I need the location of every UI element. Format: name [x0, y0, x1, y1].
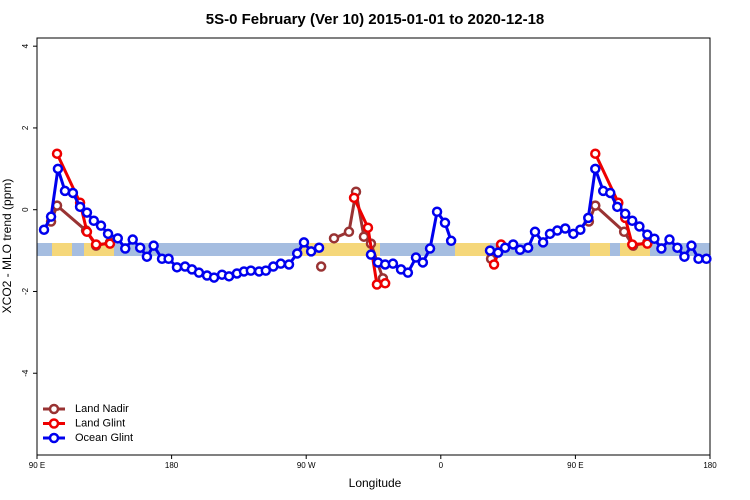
data-point — [343, 226, 355, 238]
data-point — [81, 207, 93, 218]
data-point — [148, 240, 159, 251]
data-point — [328, 233, 340, 244]
data-point — [141, 251, 153, 262]
legend-label: Land Glint — [75, 417, 125, 429]
data-point — [410, 252, 422, 263]
data-point — [559, 223, 571, 234]
x-tick-label: 90 E — [567, 461, 583, 470]
plot-frame — [36, 37, 711, 456]
data-point — [260, 265, 272, 276]
data-point — [371, 279, 383, 290]
data-point — [672, 242, 683, 253]
data-point — [686, 240, 697, 251]
data-point — [245, 265, 257, 276]
data-point — [417, 257, 429, 268]
y-axis-label: XCO2 - MLO trend (ppm) — [0, 179, 14, 314]
legend-label: Ocean Glint — [75, 432, 133, 444]
data-point — [81, 226, 93, 238]
data-point — [171, 262, 183, 273]
data-point — [313, 242, 325, 253]
data-point — [134, 242, 146, 253]
data-point — [492, 247, 504, 258]
legend-marker — [48, 418, 60, 429]
data-point — [305, 246, 317, 257]
data-point — [348, 192, 360, 204]
data-point — [67, 187, 79, 199]
data-point — [51, 148, 63, 159]
data-point — [507, 239, 519, 250]
data-point — [38, 224, 50, 235]
x-tick-label: 180 — [703, 461, 717, 470]
x-tick-label: 0 — [439, 461, 444, 470]
data-point — [74, 201, 86, 213]
legend-label: Land Nadir — [75, 403, 129, 415]
data-point — [379, 278, 391, 289]
data-point — [604, 187, 616, 199]
data-point — [402, 267, 414, 278]
data-point — [102, 228, 114, 240]
data-point — [431, 206, 443, 217]
data-point — [52, 163, 64, 175]
data-point — [537, 237, 549, 248]
data-point — [701, 253, 712, 265]
data-point — [583, 212, 594, 224]
x-tick-label: 90 W — [297, 461, 316, 470]
data-point — [275, 258, 287, 269]
data-point — [590, 148, 601, 159]
data-point — [439, 217, 451, 229]
data-point — [488, 259, 500, 270]
data-point — [424, 243, 436, 254]
data-point — [649, 233, 660, 244]
data-point — [387, 258, 399, 269]
data-point — [612, 201, 623, 213]
legend-marker — [48, 432, 60, 444]
data-point — [193, 267, 205, 278]
data-point — [95, 220, 107, 231]
data-point — [499, 242, 511, 253]
data-point — [619, 208, 631, 220]
y-tick-label: 2 — [21, 125, 30, 130]
data-point — [283, 259, 295, 270]
data-point — [626, 215, 638, 226]
data-point — [291, 248, 303, 259]
y-tick-label: -2 — [21, 287, 30, 295]
data-point — [90, 239, 102, 250]
data-point — [362, 222, 374, 233]
data-point — [45, 211, 57, 222]
legend-marker — [48, 403, 60, 415]
y-tick-label: 0 — [21, 207, 30, 212]
data-point — [679, 251, 690, 262]
data-point — [590, 163, 601, 175]
data-point — [575, 224, 586, 235]
data-point — [104, 238, 116, 249]
y-tick-label: -4 — [21, 369, 30, 377]
data-point — [88, 215, 100, 226]
data-point — [119, 243, 131, 254]
data-point — [656, 243, 667, 254]
data-point — [365, 249, 377, 260]
data-point — [634, 221, 645, 232]
data-point — [163, 253, 174, 265]
y-tick-label: 4 — [21, 43, 30, 48]
chart-title: 5S-0 February (Ver 10) 2015-01-01 to 202… — [206, 11, 545, 28]
data-point — [358, 231, 370, 242]
data-point — [590, 200, 601, 211]
x-tick-label: 90 E — [29, 461, 45, 470]
data-point — [664, 234, 675, 245]
x-axis-label: Longitude — [349, 476, 402, 490]
x-tick-label: 180 — [165, 461, 179, 470]
data-point — [127, 234, 138, 245]
data-point — [626, 239, 638, 250]
data-point — [445, 235, 457, 247]
data-point — [514, 244, 526, 256]
data-point — [484, 245, 496, 256]
data-point — [522, 242, 534, 253]
data-point — [529, 226, 541, 238]
data-point — [112, 233, 124, 244]
data-point — [315, 261, 327, 272]
data-point — [298, 237, 310, 248]
